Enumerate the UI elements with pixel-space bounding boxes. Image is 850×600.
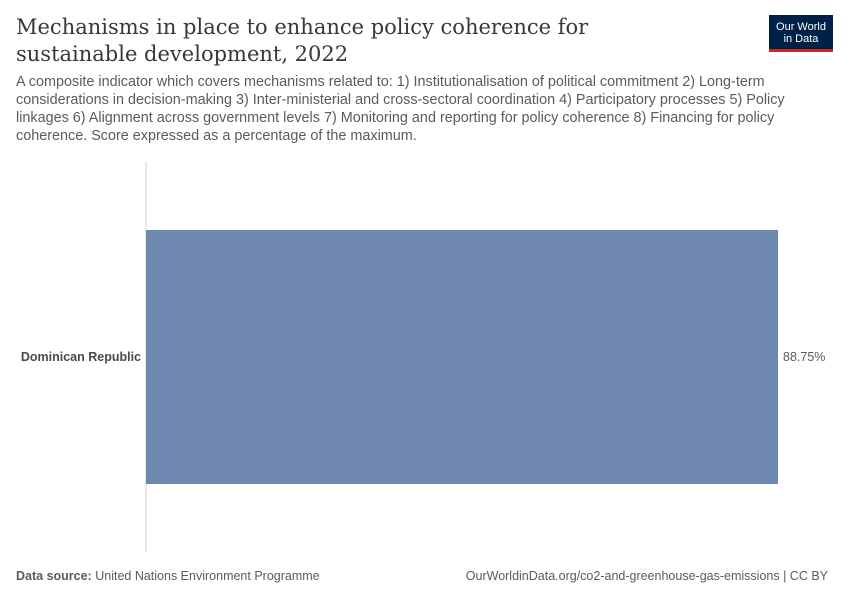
category-label[interactable]: Dominican Republic [21, 350, 141, 364]
owid-logo[interactable]: Our World in Data [769, 15, 833, 52]
chart-subtitle: A composite indicator which covers mecha… [16, 74, 785, 144]
logo-line-2: in Data [783, 33, 819, 45]
data-source-value[interactable]: United Nations Environment Programme [95, 569, 320, 583]
bar[interactable] [146, 230, 778, 484]
value-label: 88.75% [783, 350, 825, 364]
chart-title: Mechanisms in place to enhance policy co… [16, 15, 589, 66]
logo-line-1: Our World [776, 21, 826, 33]
data-source: Data source: United Nations Environment … [16, 569, 320, 583]
source-url-license[interactable]: OurWorldinData.org/co2-and-greenhouse-ga… [465, 569, 828, 583]
data-source-label: Data source: [16, 569, 92, 583]
